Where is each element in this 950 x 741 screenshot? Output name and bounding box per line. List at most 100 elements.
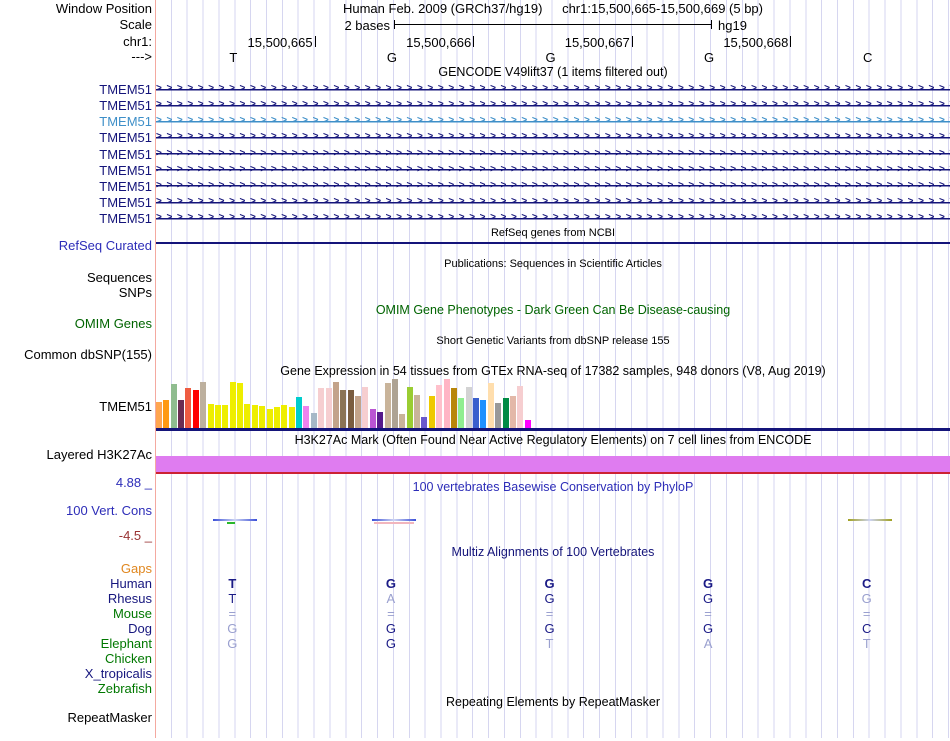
h3k27ac-signal-bar[interactable] (156, 456, 950, 474)
gene-label[interactable]: TMEM51 (99, 195, 152, 211)
gtex-tissue-bar[interactable] (296, 397, 303, 428)
omim-track-title[interactable]: OMIM Gene Phenotypes - Dark Green Can Be… (375, 303, 731, 317)
gtex-tissue-bar[interactable] (259, 406, 266, 428)
gtex-gene-label[interactable]: TMEM51 (99, 399, 152, 414)
gtex-tissue-bar[interactable] (185, 388, 192, 428)
gene-label[interactable]: TMEM51 (99, 162, 152, 178)
multiz-species-label[interactable]: Chicken (105, 651, 152, 666)
gtex-tissue-bar[interactable] (443, 379, 450, 428)
gtex-tissue-bar[interactable] (406, 387, 413, 428)
gtex-tissue-bar[interactable] (340, 390, 347, 428)
gtex-tissue-bar[interactable] (362, 387, 369, 428)
multiz-track-title[interactable]: Multiz Alignments of 100 Vertebrates (451, 545, 655, 559)
gene-intron-line[interactable]: >>>>>>>>>>>>>>>>>>>>>>>>>>>>>>>>>>>>>>>>… (156, 177, 950, 194)
gtex-tissue-bar[interactable] (244, 404, 251, 428)
gene-label[interactable]: TMEM51 (99, 98, 152, 114)
gtex-tissue-bar[interactable] (178, 400, 185, 428)
gene-label[interactable]: TMEM51 (99, 178, 152, 194)
gtex-tissue-bar[interactable] (318, 388, 325, 428)
gtex-tissue-bar[interactable] (207, 404, 214, 428)
gtex-tissue-bar[interactable] (192, 390, 199, 428)
multiz-species-label[interactable]: Mouse (112, 606, 152, 621)
gtex-tissue-bar[interactable] (502, 398, 509, 428)
dbsnp-track-title[interactable]: Short Genetic Variants from dbSNP releas… (436, 335, 670, 347)
gtex-tissue-bar[interactable] (450, 388, 457, 428)
gene-intron-line[interactable]: >>>>>>>>>>>>>>>>>>>>>>>>>>>>>>>>>>>>>>>>… (156, 210, 950, 227)
multiz-species-label[interactable]: Dog (128, 621, 152, 636)
vert-cons-label[interactable]: 100 Vert. Cons (66, 503, 152, 518)
multiz-species-label[interactable]: Human (110, 576, 152, 591)
gtex-tissue-bar[interactable] (473, 398, 480, 428)
gtex-tissue-bar[interactable] (200, 382, 207, 428)
gtex-tissue-bar[interactable] (303, 406, 310, 428)
gtex-tissue-bar[interactable] (509, 396, 516, 428)
gtex-tissue-bar[interactable] (214, 405, 221, 428)
repeatmasker-label[interactable]: RepeatMasker (67, 710, 152, 725)
gtex-tissue-bar[interactable] (273, 407, 280, 428)
gtex-tissue-bar[interactable] (377, 412, 384, 428)
phylop-track-title[interactable]: 100 vertebrates Basewise Conservation by… (412, 480, 694, 494)
gtex-tissue-bar[interactable] (332, 382, 339, 428)
omim-genes-label[interactable]: OMIM Genes (74, 316, 152, 331)
refseq-curated-label[interactable]: RefSeq Curated (58, 238, 152, 253)
multiz-species-label[interactable]: Elephant (100, 636, 152, 651)
gtex-tissue-bar[interactable] (517, 386, 524, 428)
h3k27ac-track-title[interactable]: H3K27Ac Mark (Often Found Near Active Re… (294, 433, 812, 447)
gene-intron-line[interactable]: >>>>>>>>>>>>>>>>>>>>>>>>>>>>>>>>>>>>>>>>… (156, 97, 950, 114)
snps-label[interactable]: SNPs (118, 285, 152, 300)
gtex-tissue-bar[interactable] (414, 395, 421, 428)
gtex-tissue-bar[interactable] (399, 414, 406, 428)
gencode-track-title[interactable]: GENCODE V49lift37 (1 items filtered out) (438, 65, 668, 79)
gtex-tissue-bar[interactable] (310, 413, 317, 428)
gene-label[interactable]: TMEM51 (99, 130, 152, 146)
multiz-species-label[interactable]: Gaps (120, 561, 152, 576)
sequences-label[interactable]: Sequences (86, 270, 152, 285)
gtex-tissue-bar[interactable] (495, 403, 502, 428)
gtex-tissue-bar[interactable] (465, 387, 472, 428)
gtex-tissue-bar[interactable] (281, 405, 288, 428)
multiz-species-label[interactable]: Zebrafish (97, 681, 152, 696)
gtex-tissue-bar[interactable] (436, 385, 443, 428)
gene-intron-line[interactable]: >>>>>>>>>>>>>>>>>>>>>>>>>>>>>>>>>>>>>>>>… (156, 161, 950, 178)
gtex-tissue-bar[interactable] (288, 407, 295, 428)
gtex-tissue-bar[interactable] (384, 383, 391, 428)
gtex-tissue-bar[interactable] (347, 390, 354, 428)
gene-intron-line[interactable]: >>>>>>>>>>>>>>>>>>>>>>>>>>>>>>>>>>>>>>>>… (156, 145, 950, 162)
gene-intron-line[interactable]: >>>>>>>>>>>>>>>>>>>>>>>>>>>>>>>>>>>>>>>>… (156, 194, 950, 211)
gtex-tissue-bar[interactable] (163, 400, 170, 428)
gene-label[interactable]: TMEM51 (99, 82, 152, 97)
repeatmasker-track-title[interactable]: Repeating Elements by RepeatMasker (445, 695, 660, 709)
gtex-tissue-bar[interactable] (480, 400, 487, 428)
gtex-tissue-bar[interactable] (355, 396, 362, 428)
gtex-track-title[interactable]: Gene Expression in 54 tissues from GTEx … (280, 364, 826, 378)
gtex-tissue-bar[interactable] (458, 398, 465, 428)
gtex-tissue-bar[interactable] (428, 396, 435, 428)
gtex-tissue-bar[interactable] (391, 379, 398, 428)
gtex-tissue-bar[interactable] (325, 388, 332, 428)
gtex-tissue-bar[interactable] (237, 383, 244, 428)
gene-intron-line[interactable]: >>>>>>>>>>>>>>>>>>>>>>>>>>>>>>>>>>>>>>>>… (156, 129, 950, 146)
layered-h3k27ac-label[interactable]: Layered H3K27Ac (46, 447, 152, 462)
gtex-tissue-bar[interactable] (421, 417, 428, 428)
gene-label[interactable]: TMEM51 (99, 146, 152, 162)
gtex-tissue-bar[interactable] (156, 402, 162, 428)
refseq-track-title[interactable]: RefSeq genes from NCBI (490, 227, 616, 239)
gtex-tissue-bar[interactable] (524, 420, 531, 428)
gtex-tissue-bar[interactable] (251, 405, 258, 428)
publications-track-title[interactable]: Publications: Sequences in Scientific Ar… (444, 258, 662, 270)
multiz-species-label[interactable]: X_tropicalis (84, 666, 152, 681)
gene-intron-line[interactable]: >>>>>>>>>>>>>>>>>>>>>>>>>>>>>>>>>>>>>>>>… (156, 81, 950, 97)
gtex-tissue-bar[interactable] (229, 382, 236, 428)
gtex-tissue-bar[interactable] (369, 409, 376, 428)
gene-label[interactable]: TMEM51 (99, 211, 152, 227)
multiz-species-label[interactable]: Rhesus (107, 591, 152, 606)
refseq-gene-line[interactable] (156, 242, 950, 244)
gtex-tissue-bar[interactable] (266, 409, 273, 428)
gtex-expression-barchart[interactable] (156, 378, 950, 428)
common-dbsnp-label[interactable]: Common dbSNP(155) (24, 347, 152, 362)
gtex-tissue-bar[interactable] (222, 405, 229, 428)
gene-label[interactable]: TMEM51 (99, 114, 152, 130)
gene-intron-line[interactable]: >>>>>>>>>>>>>>>>>>>>>>>>>>>>>>>>>>>>>>>>… (156, 113, 950, 130)
gtex-tissue-bar[interactable] (170, 384, 177, 428)
gtex-tissue-bar[interactable] (487, 383, 494, 428)
